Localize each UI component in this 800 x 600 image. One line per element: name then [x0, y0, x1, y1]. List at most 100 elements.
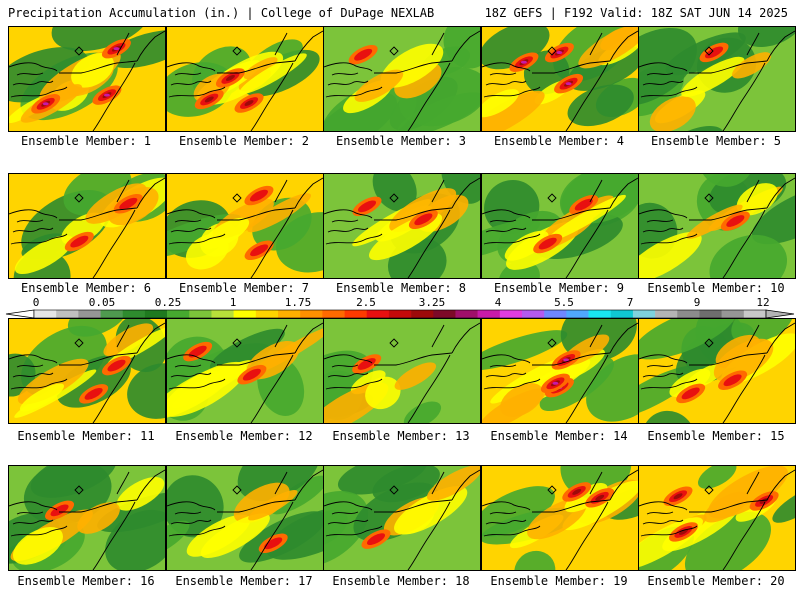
- colorbar-swatch: [344, 310, 368, 318]
- precip-contour-mid: [713, 338, 774, 382]
- precip-contour-mid: [562, 480, 638, 531]
- geographic-boundary: [565, 62, 609, 131]
- geographic-boundary: [92, 501, 136, 570]
- geographic-boundary: [294, 30, 323, 62]
- geographic-boundary: [250, 209, 294, 278]
- ensemble-member-label: Ensemble Member: 12: [175, 429, 313, 443]
- geographic-boundary: [639, 209, 688, 219]
- geographic-boundary: [642, 227, 684, 233]
- geographic-boundary: [9, 354, 58, 364]
- precip-contour-low: [514, 550, 556, 570]
- precip-contour-mid: [249, 326, 323, 376]
- colorbar-swatch: [721, 310, 745, 318]
- precip-contour-low: [9, 353, 36, 397]
- geographic-boundary: [746, 179, 760, 203]
- precip-contour-mid: [686, 204, 743, 239]
- geographic-boundary: [217, 60, 296, 74]
- geographic-boundary: [704, 193, 714, 203]
- geographic-boundary: [136, 469, 165, 501]
- precip-contour-mid: [669, 368, 711, 397]
- precip-contour-high: [726, 215, 745, 227]
- geographic-boundary: [746, 324, 760, 348]
- colorbar-swatch: [322, 310, 345, 318]
- geographic-boundary: [489, 511, 517, 515]
- geographic-boundary: [16, 511, 44, 515]
- precip-contour-mid: [365, 376, 401, 410]
- geographic-boundary: [489, 219, 517, 223]
- geographic-boundary: [722, 501, 766, 570]
- precip-colorbar: [5, 309, 795, 319]
- colorbar-swatch: [677, 310, 700, 318]
- ensemble-member-map: [481, 26, 639, 132]
- ensemble-member-label: Ensemble Member: 3: [335, 134, 467, 148]
- precip-contour-mid: [639, 231, 702, 278]
- geographic-boundary: [485, 80, 527, 86]
- precip-contour-mid: [19, 383, 65, 412]
- geographic-boundary: [407, 354, 451, 423]
- geographic-boundary: [217, 352, 296, 366]
- geographic-boundary: [174, 364, 202, 368]
- geographic-boundary: [482, 209, 531, 219]
- ensemble-member-map: [8, 26, 166, 132]
- geographic-boundary: [331, 511, 359, 515]
- precip-contour-high: [723, 374, 742, 387]
- run-valid-time: 18Z GEFS | F192 Valid: 18Z SAT JUN 14 20…: [484, 6, 788, 20]
- colorbar-tick-label: 5.5: [554, 296, 574, 309]
- geographic-boundary: [389, 46, 399, 56]
- precip-contour-high: [84, 387, 103, 400]
- geographic-boundary: [389, 193, 399, 203]
- precip-contour-extreme: [103, 93, 110, 97]
- geographic-boundary: [640, 525, 698, 537]
- precip-contour-extreme: [520, 60, 527, 64]
- precip-contour-extreme: [42, 102, 49, 106]
- colorbar-swatch: [78, 310, 101, 318]
- geographic-boundary: [59, 352, 138, 366]
- geographic-boundary: [431, 324, 445, 348]
- precip-contour-low: [51, 27, 151, 52]
- page-title: Precipitation Accumulation (in.) | Colle…: [8, 6, 435, 20]
- geographic-boundary: [59, 499, 138, 513]
- geographic-boundary: [689, 207, 768, 221]
- geographic-boundary: [766, 177, 795, 209]
- geographic-boundary: [168, 86, 226, 98]
- precip-contour-low: [324, 491, 369, 568]
- colorbar-tick-label: 12: [756, 296, 770, 309]
- colorbar-swatch: [455, 310, 478, 318]
- precip-contour-low: [639, 319, 736, 360]
- precip-contour-low: [337, 466, 428, 495]
- geographic-boundary: [407, 62, 451, 131]
- geographic-boundary: [250, 62, 294, 131]
- geographic-boundary: [646, 511, 674, 515]
- precip-contour-low: [324, 509, 348, 548]
- precip-contour-mid: [500, 382, 544, 417]
- colorbar-swatch: [522, 310, 545, 318]
- ensemble-member-label: Ensemble Member: 2: [178, 134, 310, 148]
- geographic-boundary: [136, 322, 165, 354]
- precip-contour-mid: [239, 53, 307, 95]
- geographic-boundary: [324, 62, 373, 72]
- geographic-boundary: [746, 32, 760, 56]
- geographic-boundary: [331, 72, 359, 76]
- geographic-boundary: [325, 525, 383, 537]
- geographic-boundary: [324, 354, 373, 364]
- precip-contour-mid: [14, 235, 74, 275]
- geographic-boundary: [74, 193, 84, 203]
- ensemble-member-map: [481, 465, 639, 571]
- precip-contour-low: [403, 401, 442, 423]
- geographic-boundary: [589, 324, 603, 348]
- precip-contour-high: [357, 200, 377, 213]
- ensemble-member-map: [166, 465, 324, 571]
- geographic-boundary: [294, 469, 323, 501]
- geographic-boundary: [639, 354, 688, 364]
- geographic-boundary: [170, 80, 212, 86]
- geographic-boundary: [431, 471, 445, 495]
- geographic-boundary: [12, 80, 54, 86]
- colorbar-swatch: [499, 310, 523, 318]
- geographic-boundary: [170, 227, 212, 233]
- geographic-boundary: [74, 485, 84, 495]
- geographic-boundary: [451, 177, 480, 209]
- geographic-boundary: [324, 209, 373, 219]
- colorbar-swatch: [566, 310, 589, 318]
- geographic-boundary: [168, 378, 226, 390]
- ensemble-member-map: [323, 26, 481, 132]
